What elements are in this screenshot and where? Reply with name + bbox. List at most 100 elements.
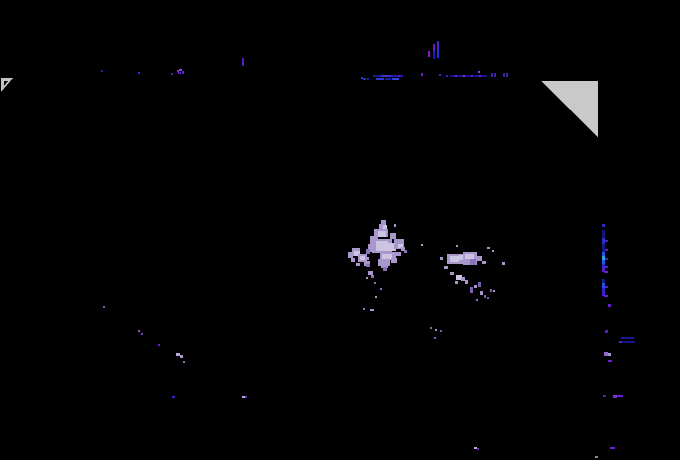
band-segment — [478, 71, 480, 73]
edge-strip-dash — [613, 395, 623, 397]
band-segment — [373, 75, 381, 77]
edge-strip-segment — [602, 238, 605, 244]
echo-speck — [158, 344, 160, 346]
echo-cell — [390, 233, 396, 239]
signal-stroke — [433, 51, 435, 59]
edge-strip-dot — [604, 352, 608, 356]
echo-cell — [388, 243, 396, 251]
echo-speck — [176, 353, 180, 356]
edge-strip-tick — [605, 249, 608, 251]
echo-cell — [383, 225, 387, 230]
echo-speck — [610, 447, 615, 449]
gray-speck — [595, 456, 598, 458]
echo-cell — [391, 258, 397, 263]
band-segment — [506, 73, 508, 77]
echo-cell — [366, 277, 368, 279]
echo-cell — [378, 231, 386, 237]
echo-speck — [180, 355, 183, 358]
echo-cell — [456, 275, 462, 280]
echo-cell — [470, 287, 473, 293]
signal-stroke — [433, 44, 435, 51]
echo-cell — [368, 271, 373, 275]
echo-cell — [459, 255, 465, 260]
echo-cell — [368, 244, 374, 252]
echo-cell — [474, 285, 477, 288]
interference-line — [621, 337, 634, 339]
echo-speck — [430, 327, 432, 329]
echo-cell — [366, 249, 370, 254]
noise-speck — [138, 72, 140, 74]
edge-strip-tick — [605, 258, 608, 260]
echo-cell — [380, 288, 382, 290]
band-segment — [398, 75, 400, 77]
band-segment — [361, 77, 363, 79]
band-segment — [391, 75, 403, 77]
signal-stroke — [437, 41, 439, 49]
edge-strip-segment — [602, 230, 605, 238]
interference-line — [619, 341, 622, 343]
echo-cell — [363, 308, 365, 310]
signal-stroke — [437, 49, 439, 58]
band-segment — [385, 78, 391, 80]
echo-cell — [470, 259, 476, 265]
echo-cell — [378, 259, 390, 266]
echo-cell — [404, 250, 407, 253]
echo-cell — [487, 297, 489, 299]
edge-strip-dot — [608, 304, 611, 307]
band-segment — [446, 75, 448, 77]
edge-strip-segment — [602, 224, 605, 227]
echo-speck — [138, 330, 140, 332]
echo-cell — [370, 309, 374, 311]
band-segment — [367, 78, 369, 80]
signal-stroke — [428, 51, 430, 57]
echo-cell — [360, 256, 365, 260]
echo-cell — [476, 299, 478, 301]
band-segment — [455, 75, 457, 77]
echo-cell — [366, 264, 370, 267]
echo-speck — [242, 396, 246, 398]
echo-speck — [141, 333, 143, 335]
echo-speck — [172, 396, 175, 398]
echo-speck — [245, 396, 247, 398]
echo-speck — [434, 337, 436, 339]
edge-strip-tick — [605, 240, 608, 242]
echo-speck — [477, 448, 479, 450]
edge-strip-tick — [605, 286, 608, 288]
interference-line — [619, 341, 635, 343]
edge-strip-segment — [602, 256, 605, 260]
noise-speck — [182, 71, 184, 74]
edge-strip-segment — [602, 260, 605, 264]
echo-speck — [440, 330, 442, 332]
edge-strip-segment — [602, 252, 605, 256]
echo-cell — [450, 256, 459, 262]
echo-speck — [183, 361, 185, 363]
band-segment — [491, 73, 493, 77]
echo-cell — [398, 244, 403, 248]
echo-cell — [379, 224, 386, 230]
echo-cell — [440, 257, 443, 260]
echo-cell — [480, 291, 483, 295]
edge-strip-segment — [602, 244, 605, 252]
echo-cell — [455, 281, 458, 284]
edge-strip-tick — [605, 266, 608, 268]
echo-cell — [351, 258, 355, 262]
echo-cell — [465, 280, 468, 284]
echo-cell — [366, 257, 369, 260]
echo-cell — [383, 267, 387, 271]
edge-strip-segment — [602, 283, 605, 288]
noise-speck — [179, 69, 182, 71]
edge-strip-dash — [613, 395, 617, 398]
edge-strip-segment — [602, 288, 605, 296]
echo-cell — [394, 224, 396, 227]
band-segment — [471, 75, 473, 77]
edge-strip-dot — [608, 353, 611, 356]
echo-cell — [376, 241, 388, 251]
echo-cell — [444, 266, 448, 269]
echo-cell — [487, 247, 490, 249]
echo-cell — [456, 245, 458, 247]
edge-strip-dot — [603, 395, 606, 397]
left-edge-marker — [1, 78, 13, 92]
echo-cell — [482, 261, 486, 264]
band-segment — [479, 75, 481, 77]
